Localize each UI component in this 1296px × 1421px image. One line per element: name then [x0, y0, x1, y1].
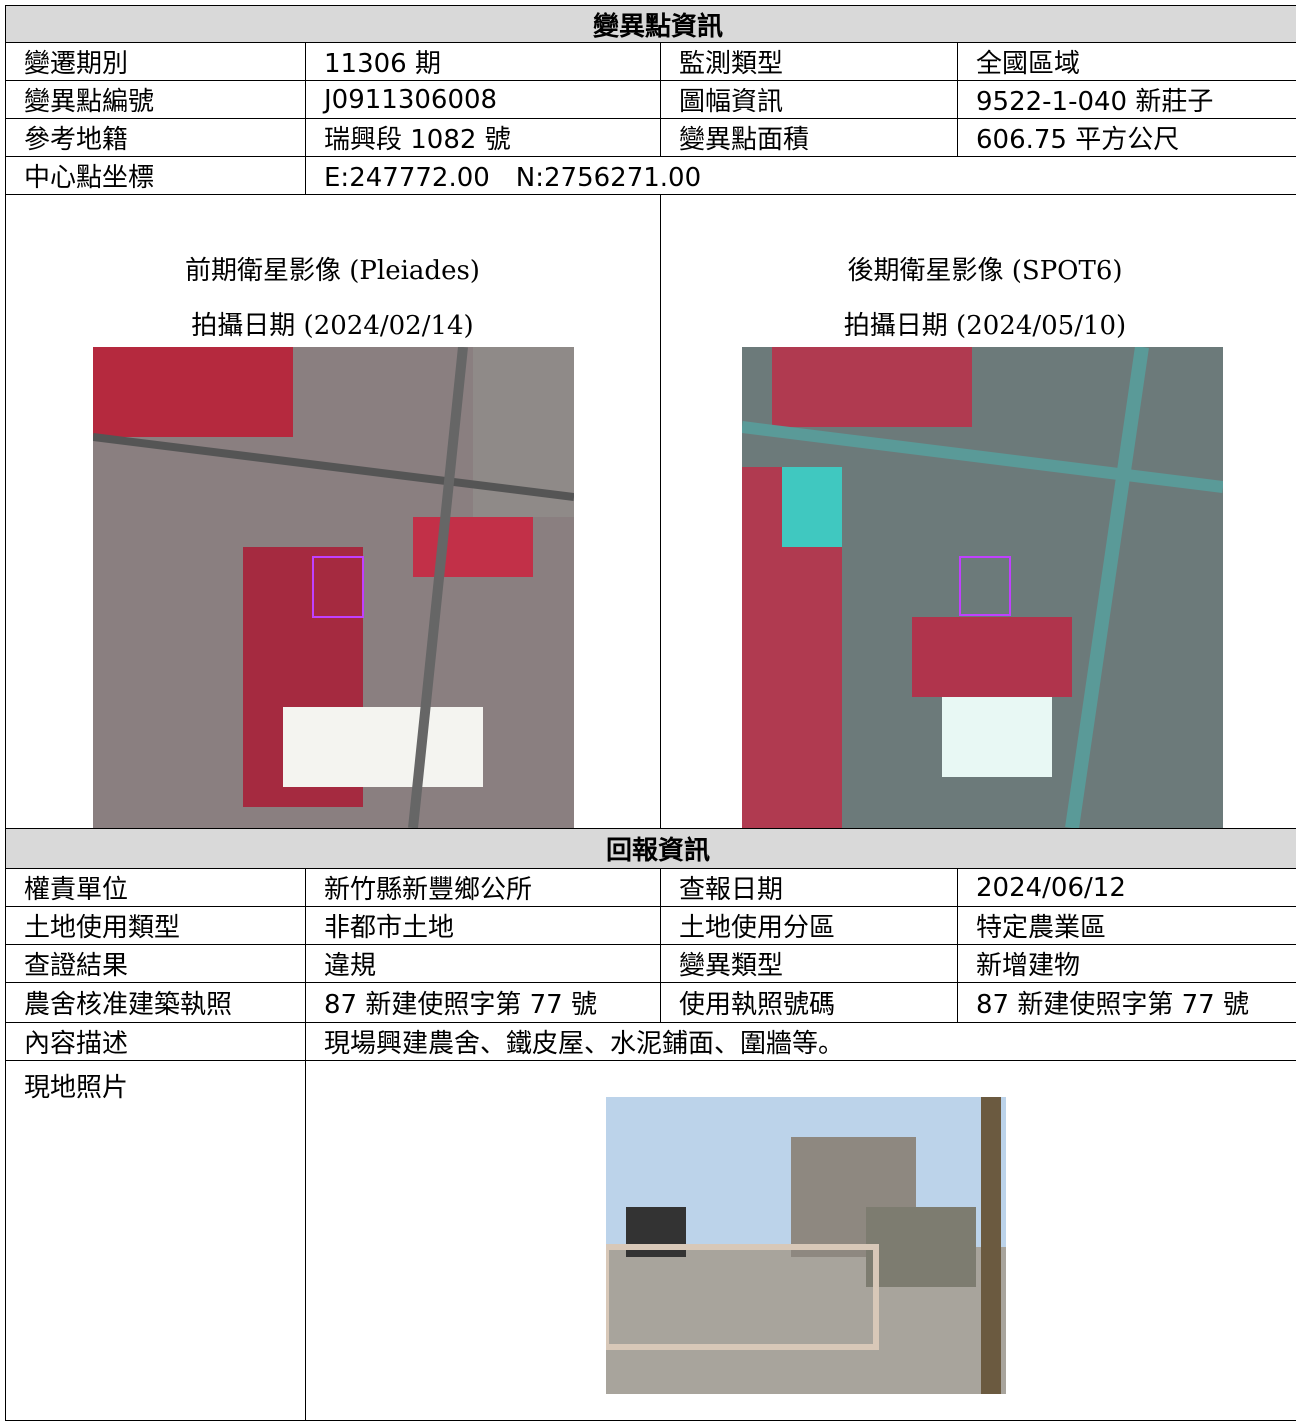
field-label: 土地使用類型 [5, 906, 306, 945]
field-value: 606.75 平方公尺 [957, 118, 1296, 157]
after-satellite-image [742, 347, 1223, 828]
image-title: 後期衛星影像 (SPOT6) [847, 256, 1123, 286]
field-label: 權責單位 [5, 868, 306, 907]
field-value: E:247772.00 N:2756271.00 [305, 156, 1296, 195]
field-label: 現地照片 [5, 1060, 306, 1421]
section-title: 變異點資訊 [5, 5, 1296, 43]
field-value: 11306 期 [305, 42, 661, 81]
field-value: J0911306008 [305, 80, 661, 119]
field-value: 違規 [305, 944, 661, 983]
field-label: 變異類型 [660, 944, 958, 983]
before-satellite-image [93, 347, 574, 828]
field-label: 使用執照號碼 [660, 982, 958, 1023]
field-label: 查證結果 [5, 944, 306, 983]
field-value: 瑞興段 1082 號 [305, 118, 661, 157]
field-value: 全國區域 [957, 42, 1296, 81]
field-value: 87 新建使照字第 77 號 [305, 982, 661, 1023]
field-value: 2024/06/12 [957, 868, 1296, 907]
field-label: 土地使用分區 [660, 906, 958, 945]
field-label: 變遷期別 [5, 42, 306, 81]
field-label: 變異點編號 [5, 80, 306, 119]
field-value: 非都市土地 [305, 906, 661, 945]
field-label: 圖幅資訊 [660, 80, 958, 119]
field-label: 農舍核准建築執照 [5, 982, 306, 1023]
image-date: 拍攝日期 (2024/05/10) [843, 311, 1127, 341]
field-label: 監測類型 [660, 42, 958, 81]
image-date: 拍攝日期 (2024/02/14) [191, 311, 474, 341]
field-value: 新增建物 [957, 944, 1296, 983]
site-photo [606, 1097, 1006, 1394]
field-value: 87 新建使照字第 77 號 [957, 982, 1296, 1023]
field-label: 中心點坐標 [5, 156, 306, 195]
field-value: 9522-1-040 新莊子 [957, 80, 1296, 119]
section-title: 回報資訊 [5, 828, 1296, 869]
field-value: 特定農業區 [957, 906, 1296, 945]
field-label: 參考地籍 [5, 118, 306, 157]
field-value: 新竹縣新豐鄉公所 [305, 868, 661, 907]
field-label: 內容描述 [5, 1022, 306, 1061]
field-label: 變異點面積 [660, 118, 958, 157]
field-value: 現場興建農舍、鐵皮屋、水泥鋪面、圍牆等。 [305, 1022, 1296, 1061]
field-label: 查報日期 [660, 868, 958, 907]
image-title: 前期衛星影像 (Pleiades) [185, 256, 480, 286]
